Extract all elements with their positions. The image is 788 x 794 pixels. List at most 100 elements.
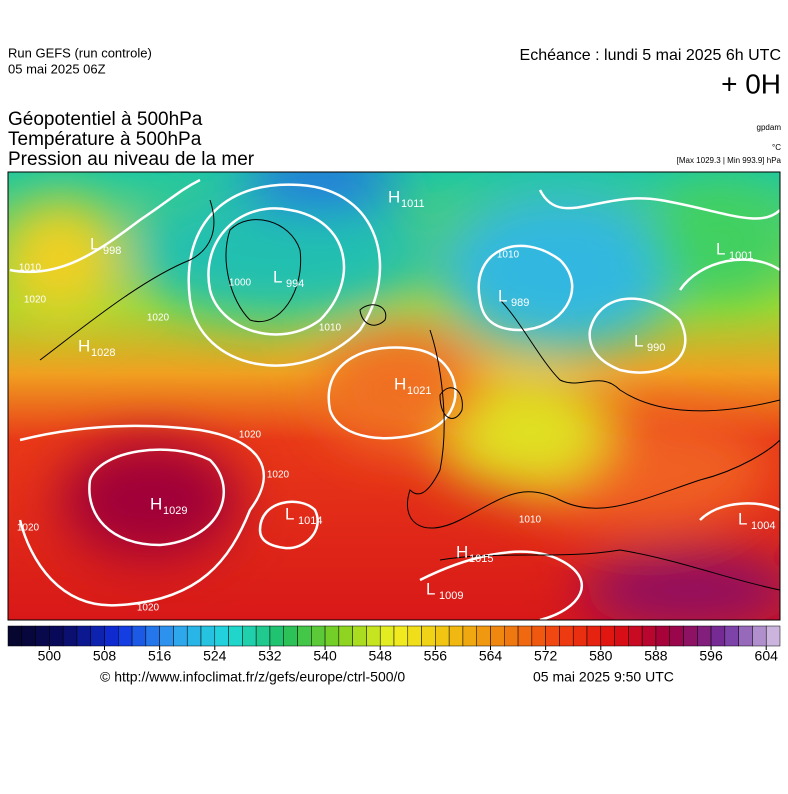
colorbar-cell (35, 625, 50, 647)
isobar-label: 1020 (147, 313, 170, 324)
colorbar-cell (393, 625, 409, 647)
colorbar-cell (324, 625, 340, 647)
colorbar-tick-label: 588 (644, 648, 668, 664)
colorbar-cell (462, 625, 477, 647)
colorbar-cell (572, 625, 588, 647)
map (8, 172, 780, 620)
isobar-label: 1010 (497, 250, 520, 261)
colorbar-tick-label: 596 (699, 648, 723, 664)
colorbar-cell (641, 625, 657, 647)
center-type: L (498, 286, 507, 305)
field-label: Pression au niveau de la mer (8, 149, 255, 170)
colorbar-cell (200, 625, 216, 647)
colorbar-cell (159, 625, 174, 647)
colorbar-cell (379, 625, 395, 647)
footer-source: © http://www.infoclimat.fr/z/gefs/europe… (100, 669, 405, 685)
colorbar-cell (504, 625, 519, 647)
colorbar-cell (228, 625, 243, 647)
center-type: H (394, 374, 406, 393)
field-label: Température à 500hPa (8, 129, 202, 150)
isobar-label: 1020 (239, 430, 262, 441)
center-type: L (426, 579, 435, 598)
colorbar-tick-label: 604 (755, 648, 779, 664)
colorbar-cell (697, 625, 712, 647)
colorbar-cell (655, 625, 670, 647)
center-type: H (456, 542, 468, 561)
colorbar-cell (311, 625, 326, 647)
colorbar-cell (338, 625, 353, 647)
map-frame (7, 171, 781, 621)
colorbar: 500 508 516 524 532 540 548 556 564 572 580 588 596 6… (7, 625, 781, 664)
echeance: Echéance : lundi 5 mai 2025 6h UTC (520, 47, 781, 64)
center-type: L (634, 331, 643, 350)
colorbar-tick-label: 548 (369, 648, 393, 664)
colorbar-cell (7, 625, 23, 647)
colorbar-tick-label: 532 (258, 648, 282, 664)
colorbar-cell (765, 625, 781, 647)
colorbar-tick-label: 564 (479, 648, 503, 664)
isobar-label: 1010 (519, 515, 542, 526)
unit: [Max 1029.3 | Min 993.9] hPa (677, 156, 782, 165)
colorbar-cell (752, 625, 767, 647)
colorbar-cell (186, 625, 202, 647)
colorbar-cell (131, 625, 147, 647)
colorbar-cell (490, 625, 505, 647)
colorbar-cell (366, 625, 381, 647)
center-value: 1015 (469, 553, 493, 565)
footer-date: 05 mai 2025 9:50 UTC (533, 669, 674, 685)
colorbar-cell (104, 625, 119, 647)
colorbar-cell (76, 625, 91, 647)
temperature-field (8, 172, 780, 620)
center-type: H (388, 187, 400, 206)
isobar-label: 1010 (319, 323, 342, 334)
colorbar-cell (421, 625, 436, 647)
center-type: L (285, 504, 294, 523)
colorbar-cell (435, 625, 450, 647)
center-type: L (273, 267, 282, 286)
colorbar-tick-label: 508 (93, 648, 117, 664)
colorbar-cell (173, 625, 188, 647)
colorbar-cell (352, 625, 367, 647)
colorbar-cell (49, 625, 64, 647)
isobars (9, 178, 780, 620)
isobar-label: 1010 (19, 263, 42, 274)
isobar-label: 1000 (229, 278, 252, 289)
colorbar-cell (214, 625, 229, 647)
center-type: H (150, 494, 162, 513)
colorbar-cell (559, 625, 574, 647)
center-value: 990 (647, 342, 665, 354)
center-value: 1028 (91, 347, 115, 359)
colorbar-cell (255, 625, 271, 647)
isobar-label: 1020 (137, 603, 160, 614)
center-value: 994 (286, 278, 304, 290)
colorbar-tick-label: 500 (38, 648, 62, 664)
colorbar-cell (545, 625, 560, 647)
colorbar-cell (600, 625, 615, 647)
colorbar-cell (407, 625, 422, 647)
colorbar-cell (21, 625, 36, 647)
isobar-label: 1020 (17, 523, 40, 534)
center-type: H (78, 336, 90, 355)
colorbar-tick-label: 524 (203, 648, 227, 664)
colorbar-cell (614, 625, 629, 647)
colorbar-tick-label: 580 (589, 648, 613, 664)
colorbar-cell (269, 625, 284, 647)
colorbar-cell (738, 625, 753, 647)
colorbar-cell (283, 625, 298, 647)
center-value: 1004 (751, 520, 775, 532)
center-value: 1001 (729, 250, 753, 262)
colorbar-cell (297, 625, 312, 647)
colorbar-cell (724, 625, 739, 647)
isobar-label: 1020 (24, 295, 47, 306)
run-date: 05 mai 2025 06Z (8, 61, 106, 76)
center-value: 998 (103, 245, 121, 257)
colorbar-cell (517, 625, 533, 647)
run-title: Run GEFS (run controle) (8, 45, 152, 60)
colorbar-cell (669, 625, 684, 647)
colorbar-cell (448, 625, 464, 647)
offset: + 0H (721, 68, 781, 99)
center-value: 1009 (439, 590, 463, 602)
colorbar-cell (531, 625, 546, 647)
